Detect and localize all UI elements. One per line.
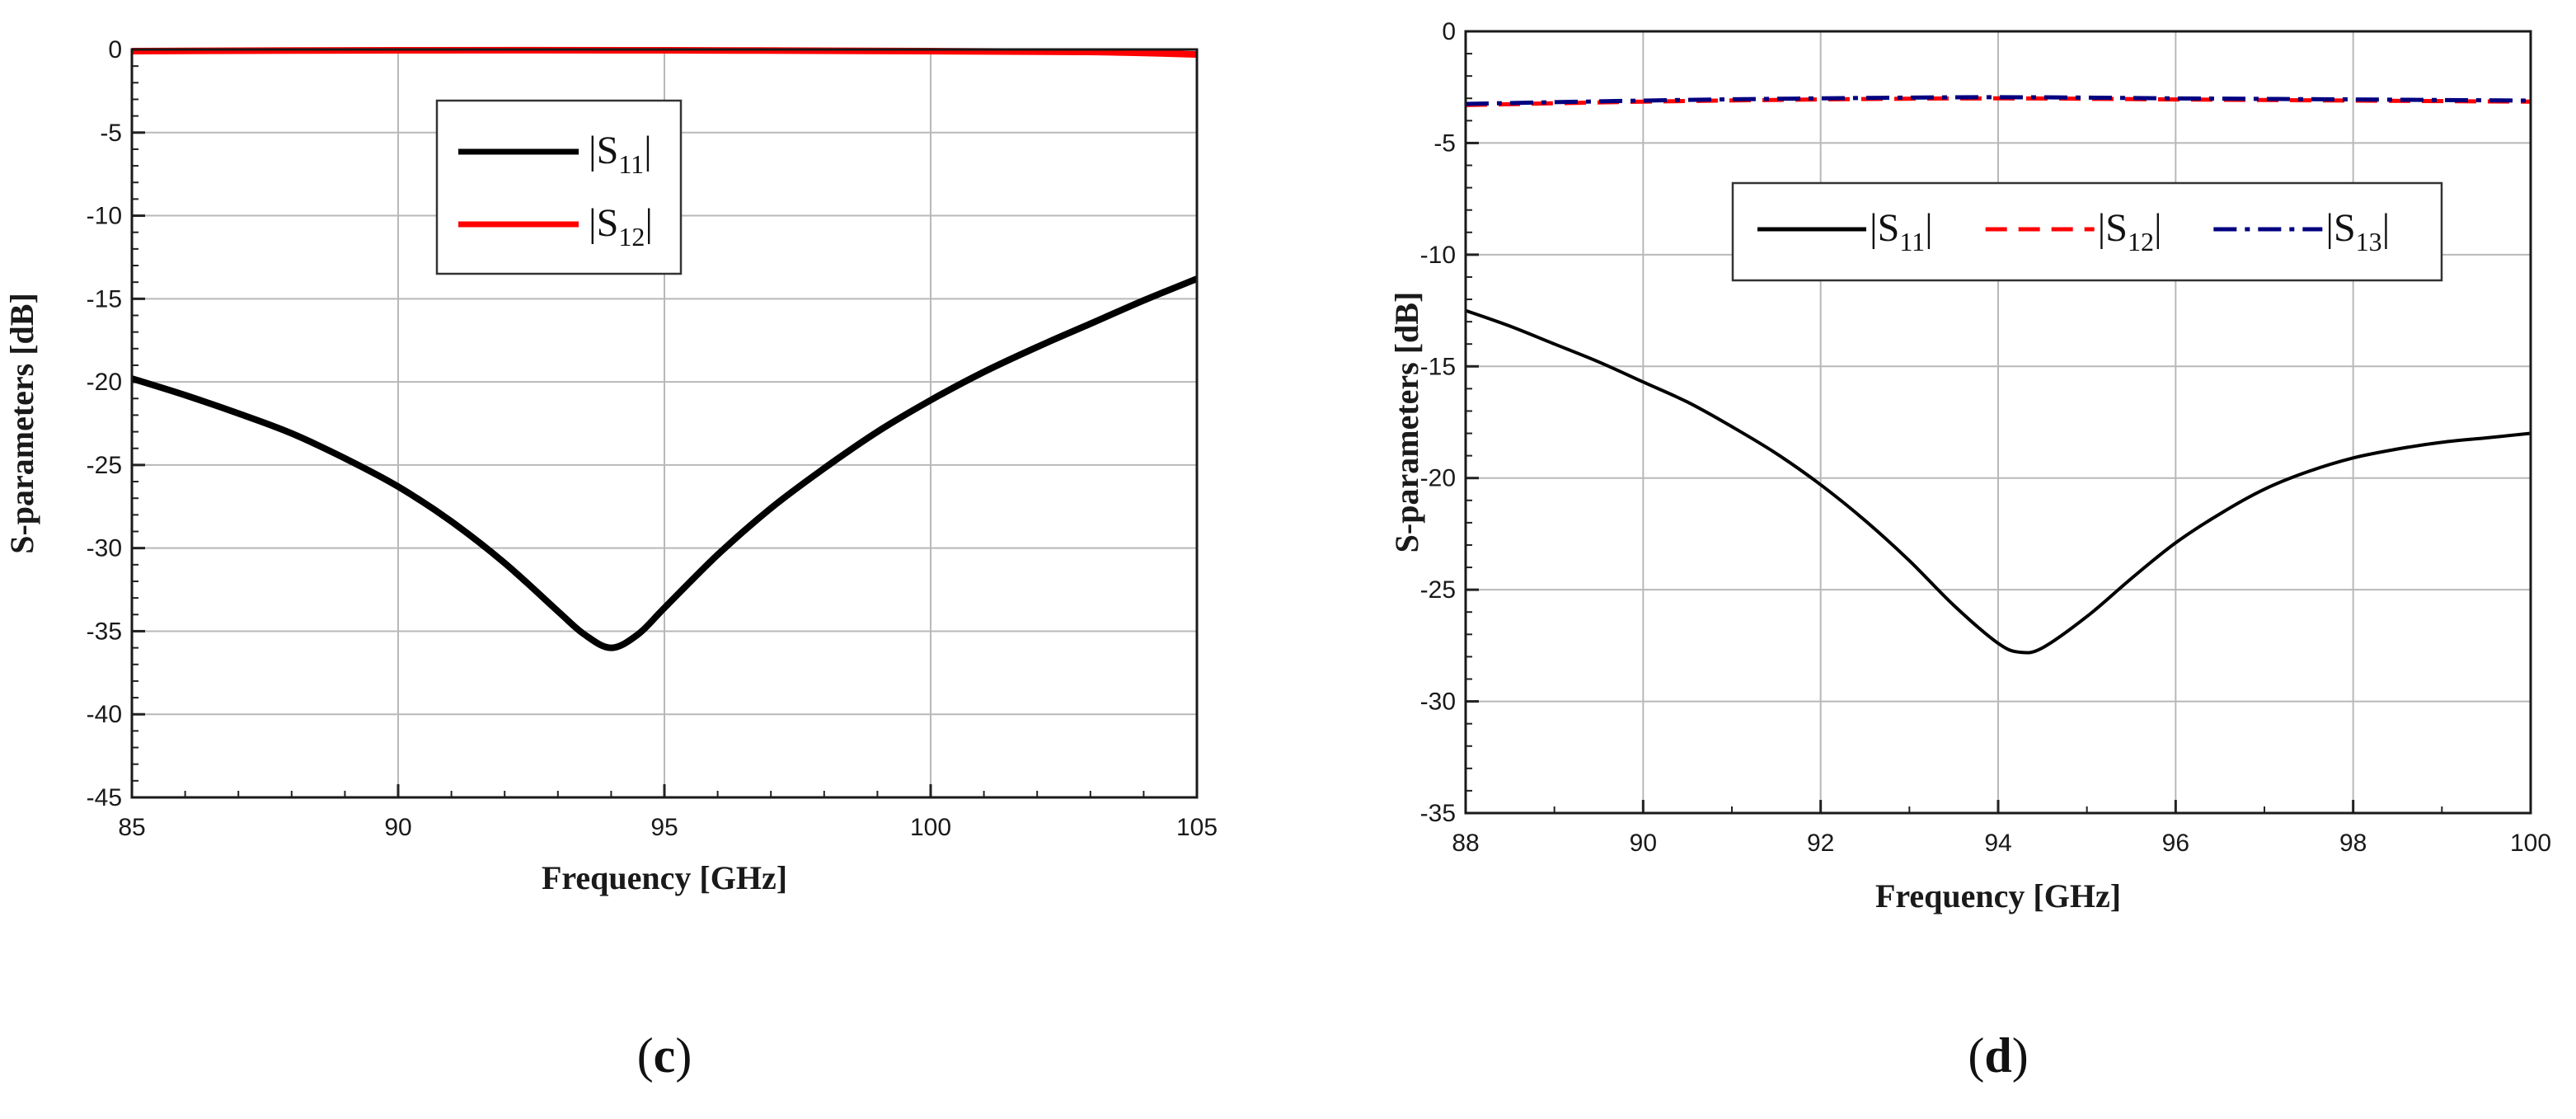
y-axis-title: S-parameters [dB]: [1388, 292, 1425, 553]
series-line-s11: [130, 275, 1199, 651]
y-tick-label: -30: [87, 535, 122, 562]
y-tick-label: 0: [1442, 18, 1456, 45]
y-tick-label: -15: [1420, 353, 1456, 380]
y-tick-label: -25: [1420, 576, 1456, 604]
y-tick-label: -10: [1420, 242, 1456, 269]
y-tick-label: -30: [1420, 689, 1456, 716]
x-axis-title: Frequency [GHz]: [1875, 877, 2121, 914]
legend-box: [1731, 181, 2443, 282]
x-tick-label: 100: [2510, 830, 2551, 857]
y-tick-label: 0: [108, 36, 122, 63]
plot-frame: [130, 48, 1199, 799]
y-tick-label: -40: [87, 701, 122, 728]
y-tick-label: -20: [1420, 465, 1456, 492]
panel-label: (c): [637, 1028, 692, 1083]
x-tick-label: 94: [1984, 830, 2011, 857]
y-axis-title: S-parameters [dB]: [3, 293, 40, 554]
legend: |S11| |S12| |S13|: [1731, 181, 2443, 282]
chart-panel-c: 85 90 95 100 105 0 -5 -10 -15 -20 -25 -30 -35 -40 -45 F…: [3, 36, 1218, 1083]
x-tick-label: 105: [1176, 814, 1218, 841]
x-tick-label: 95: [650, 814, 678, 841]
legend-label-s11: |S11|: [589, 129, 652, 179]
chart-panel-d: 88 90 92 94 96 98 100 0 -5 -10 -15 -20 -25 -30 -35 Freq…: [1388, 18, 2551, 1083]
y-tick-label: -35: [1420, 800, 1456, 827]
legend-label-s12: |S12|: [589, 201, 653, 252]
legend-label-s13: |S13|: [2325, 206, 2390, 256]
x-tick-label: 98: [2339, 830, 2367, 857]
x-tick-label: 85: [118, 814, 145, 841]
legend: |S11| |S12|: [435, 99, 683, 275]
x-tick-label: 88: [1452, 830, 1479, 857]
y-tick-label: -5: [100, 120, 122, 147]
x-tick-label: 100: [910, 814, 951, 841]
series-line-s11: [1465, 308, 2531, 655]
legend-box: [435, 99, 683, 275]
y-tick-label: -5: [1433, 129, 1456, 157]
y-tick-label: -10: [87, 203, 122, 230]
legend-label-s12: |S12|: [2098, 206, 2162, 256]
x-tick-label: 96: [2162, 830, 2189, 857]
x-tick-label: 92: [1807, 830, 1834, 857]
y-tick-label: -15: [87, 285, 122, 313]
panel-label: (d): [1968, 1028, 2028, 1083]
y-tick-label: -35: [87, 618, 122, 645]
series-line-s12: [1465, 96, 2531, 107]
y-tick-label: -25: [87, 452, 122, 479]
legend-label-s11: |S11|: [1870, 206, 1933, 256]
plot-frame: [1464, 30, 2532, 815]
x-axis-title: Frequency [GHz]: [542, 859, 787, 896]
y-tick-label: -45: [87, 784, 122, 811]
x-tick-label: 90: [384, 814, 411, 841]
x-tick-label: 90: [1630, 830, 1657, 857]
y-tick-label: -20: [87, 369, 122, 396]
